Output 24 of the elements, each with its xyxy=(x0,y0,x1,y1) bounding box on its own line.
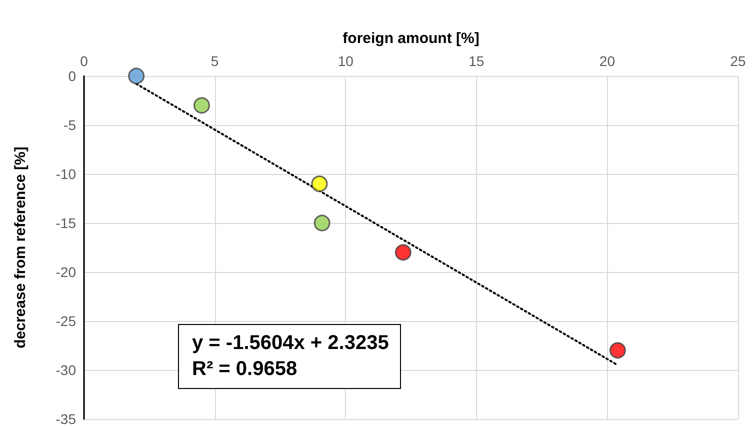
x-tick-label: 15 xyxy=(468,53,484,69)
y-tick-label: -25 xyxy=(56,313,76,329)
x-axis-title: foreign amount [%] xyxy=(342,30,480,47)
y-tick-label: -5 xyxy=(64,117,76,133)
x-tick-label: 20 xyxy=(599,53,616,69)
y-tick-label: -35 xyxy=(56,411,76,427)
annotation: R² = 0.9658 xyxy=(192,358,298,380)
point xyxy=(311,176,328,192)
y-tick-label: -30 xyxy=(56,362,76,378)
annotation: y = -1.5604x + 2.3235 xyxy=(192,332,389,354)
point xyxy=(394,244,412,261)
x-tick-label: 10 xyxy=(338,53,354,69)
point xyxy=(609,342,626,359)
y-tick-label: -10 xyxy=(56,166,76,182)
x-tick-label: 0 xyxy=(80,53,88,69)
x-tick-label: 5 xyxy=(210,53,219,69)
x-tick-label: 25 xyxy=(730,53,746,69)
y-tick-label: -15 xyxy=(56,215,76,231)
y-tick-label: -20 xyxy=(56,264,76,280)
point xyxy=(314,214,330,232)
y-tick-label: 0 xyxy=(68,68,76,84)
point xyxy=(193,97,210,114)
point xyxy=(128,68,145,84)
y-axis-title: decrease from reference [%] xyxy=(12,146,29,348)
